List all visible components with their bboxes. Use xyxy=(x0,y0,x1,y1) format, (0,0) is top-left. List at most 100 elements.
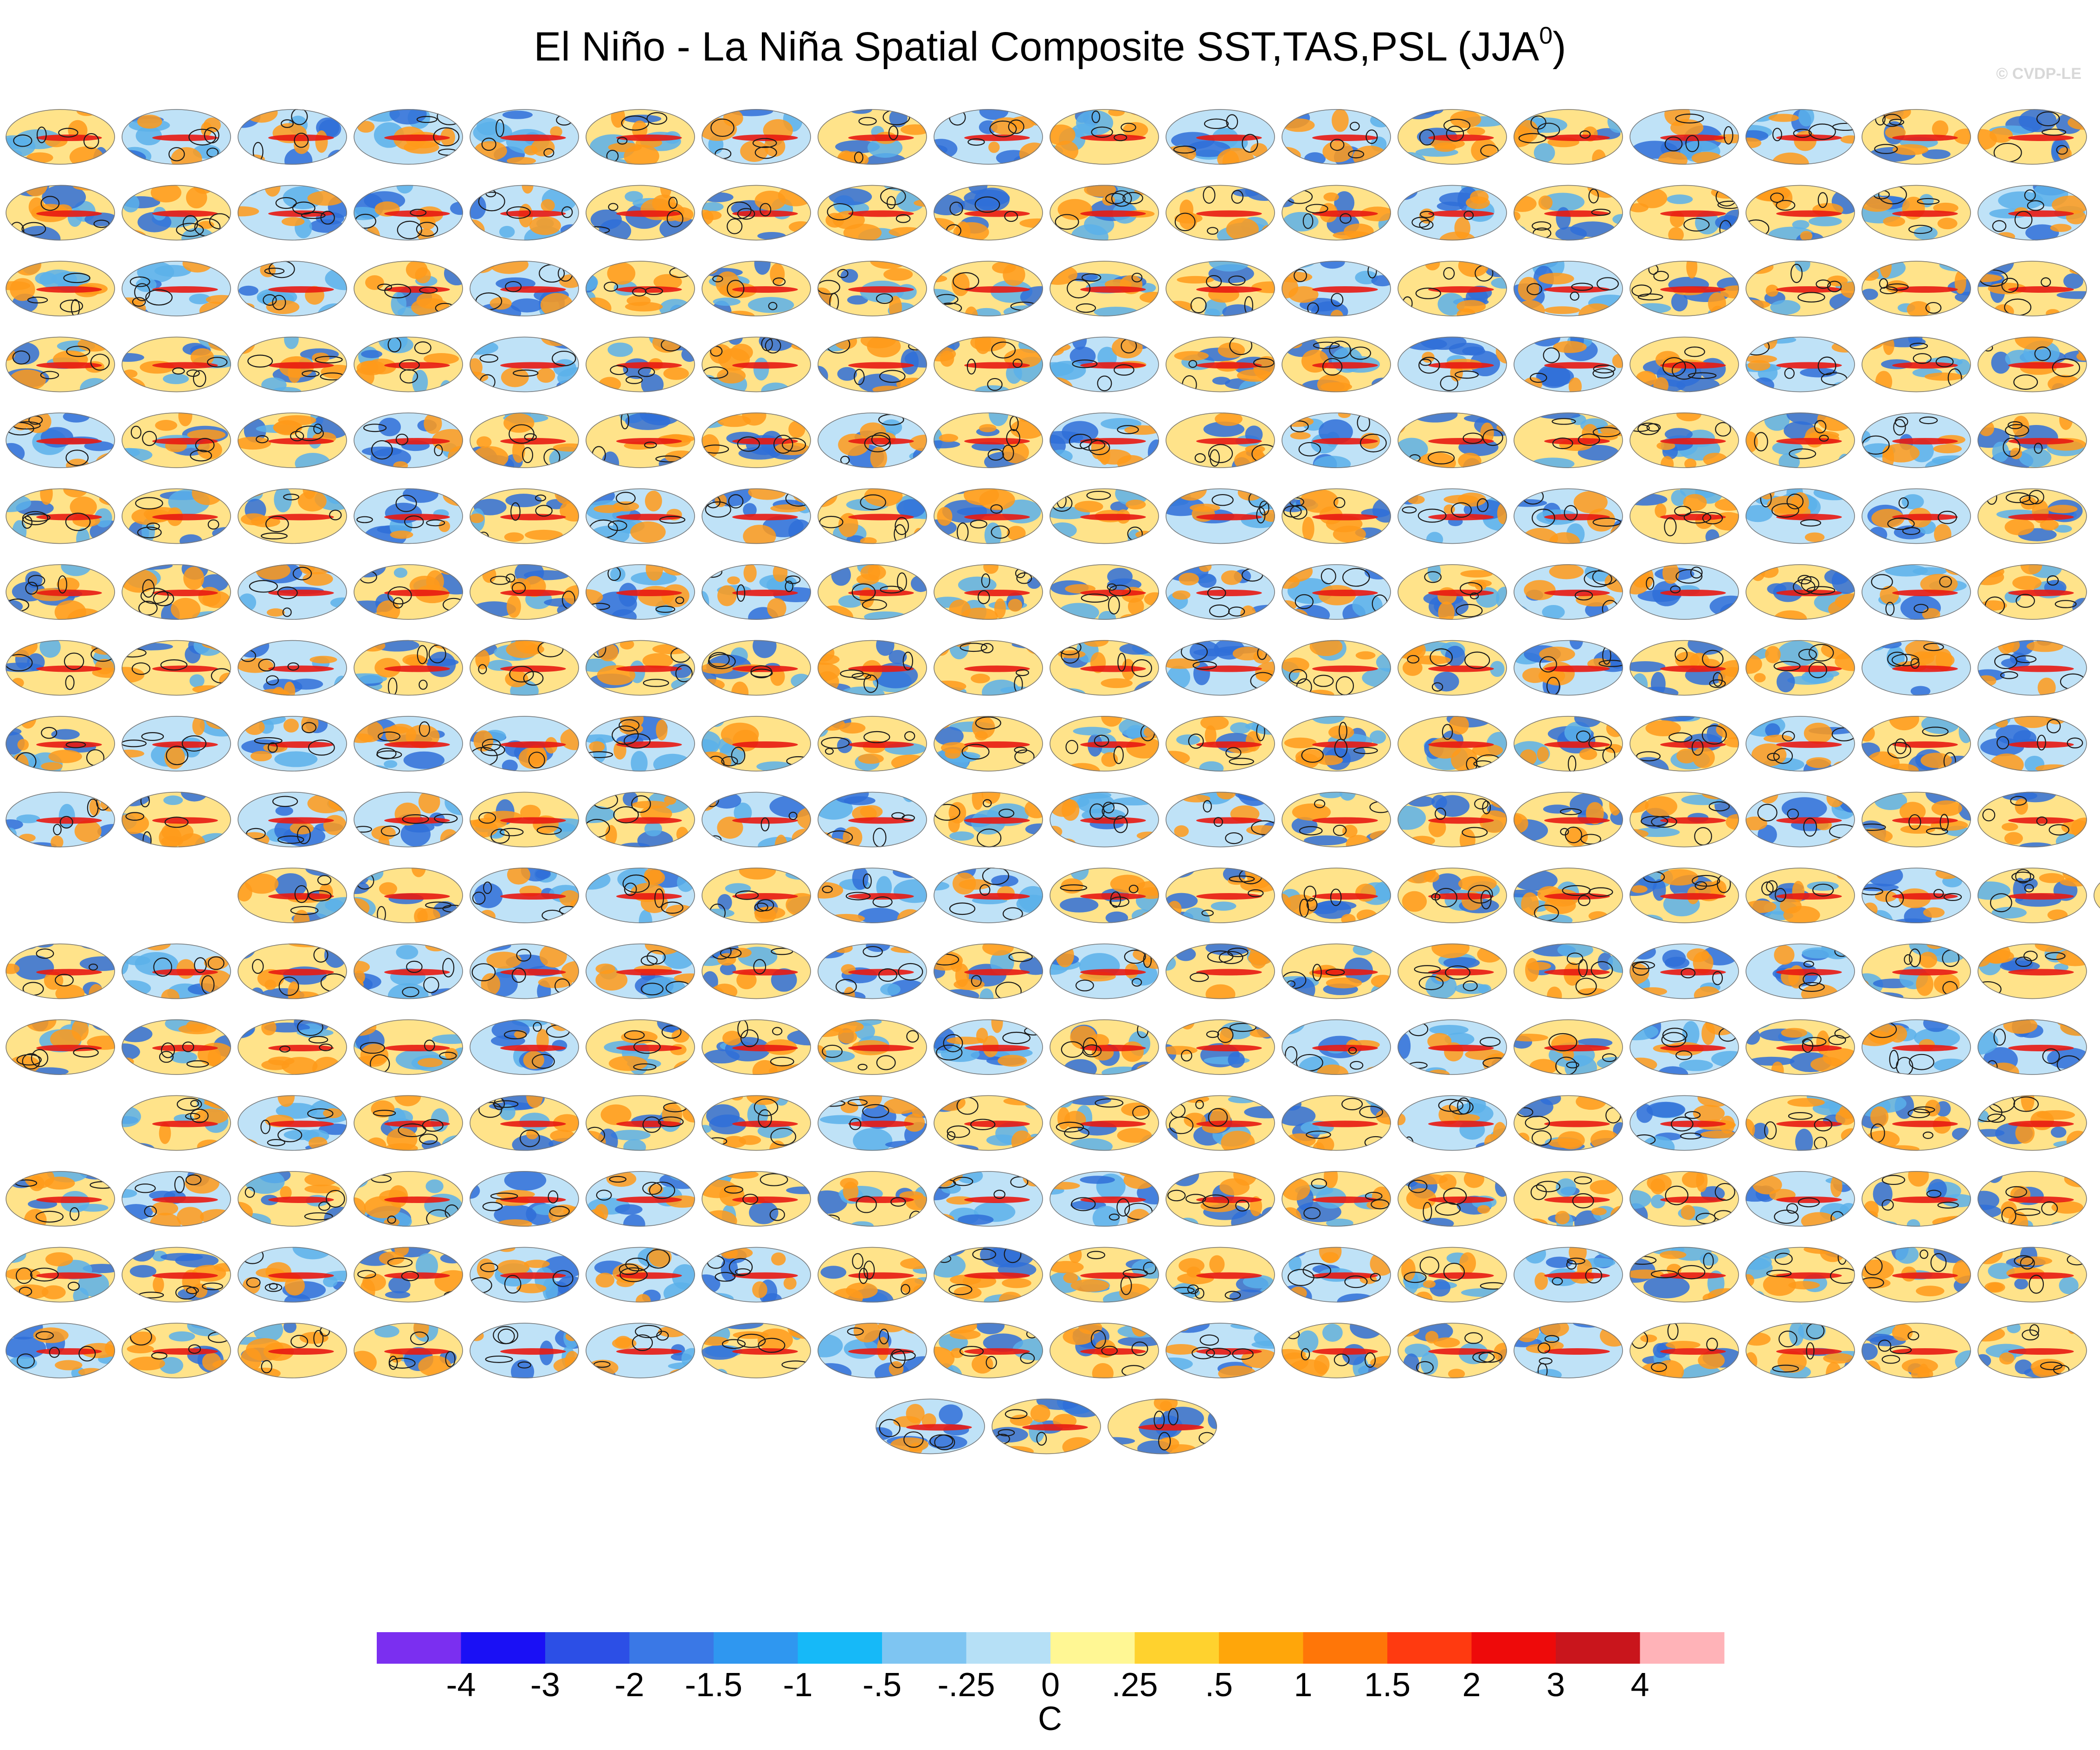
map-panel xyxy=(354,1171,463,1227)
map-outline xyxy=(470,412,579,468)
map-panel xyxy=(122,1323,231,1378)
map-outline xyxy=(702,564,811,620)
map-outline xyxy=(1630,488,1739,544)
map-outline xyxy=(122,1323,231,1378)
map-outline xyxy=(1050,1095,1159,1151)
map-panel xyxy=(1398,109,1507,165)
map-outline xyxy=(1050,716,1159,772)
map-outline xyxy=(586,868,695,923)
map-panel xyxy=(1514,716,1623,772)
map-panel xyxy=(1978,336,2087,392)
map-panel xyxy=(470,1019,579,1075)
map-panel xyxy=(354,1019,463,1075)
map-outline xyxy=(122,564,231,620)
map-outline xyxy=(1166,1171,1275,1227)
map-outline xyxy=(470,1019,579,1075)
map-outline xyxy=(934,488,1043,544)
map-outline xyxy=(1862,1247,1971,1303)
map-outline xyxy=(6,1247,115,1303)
map-panel xyxy=(354,716,463,772)
map-outline xyxy=(6,716,115,772)
map-outline xyxy=(1978,1247,2087,1303)
map-panel xyxy=(1746,261,1855,316)
map-outline xyxy=(470,1171,579,1227)
map-outline xyxy=(702,868,811,923)
map-outline xyxy=(354,185,463,241)
map-outline xyxy=(1746,868,1855,923)
map-panel xyxy=(1746,412,1855,468)
map-outline xyxy=(1514,336,1623,392)
colorbar-swatch xyxy=(1556,1632,1640,1664)
map-panel xyxy=(1978,1323,2087,1378)
map-panel xyxy=(1746,868,1855,923)
map-panel xyxy=(238,791,347,848)
map-outline xyxy=(470,261,579,316)
map-panel xyxy=(702,336,811,392)
map-outline xyxy=(1282,412,1391,468)
colorbar-swatch xyxy=(966,1632,1051,1664)
map-outline xyxy=(1630,1171,1739,1227)
map-panel xyxy=(238,336,347,392)
map-panel xyxy=(1862,185,1971,241)
map-panel xyxy=(1862,1019,1971,1075)
map-outline xyxy=(1282,336,1391,392)
map-outline xyxy=(238,488,347,544)
map-outline xyxy=(470,109,579,165)
map-panel xyxy=(1978,564,2087,620)
map-outline xyxy=(702,1019,811,1075)
colorbar-tick-label: 1.5 xyxy=(1364,1666,1411,1704)
map-outline xyxy=(1398,943,1507,999)
map-panel xyxy=(1514,640,1623,696)
map-outline xyxy=(1398,1019,1507,1075)
map-outline xyxy=(122,1019,231,1075)
map-outline xyxy=(934,1171,1043,1227)
map-outline xyxy=(6,185,115,241)
colorbar-swatch xyxy=(882,1632,966,1664)
map-outline xyxy=(934,185,1043,241)
map-panel xyxy=(122,1019,231,1075)
map-outline xyxy=(238,1323,347,1378)
map-panel xyxy=(238,185,347,241)
map-outline xyxy=(818,564,927,620)
map-outline xyxy=(1166,109,1275,165)
map-outline xyxy=(6,564,115,620)
map-outline xyxy=(238,791,347,848)
map-outline xyxy=(1282,1019,1391,1075)
map-panel xyxy=(470,261,579,316)
map-panel xyxy=(1862,640,1971,696)
map-outline xyxy=(702,943,811,999)
map-outline xyxy=(586,1019,695,1075)
map-outline xyxy=(1398,791,1507,848)
colorbar-tick-label: -3 xyxy=(530,1666,560,1704)
map-outline xyxy=(1108,1398,1217,1454)
colorbar-swatch xyxy=(461,1632,546,1664)
map-panel xyxy=(1282,1171,1391,1227)
map-outline xyxy=(6,1019,115,1075)
map-outline xyxy=(354,791,463,848)
map-outline xyxy=(586,185,695,241)
map-outline xyxy=(470,791,579,848)
map-panel xyxy=(702,868,811,923)
map-outline xyxy=(818,488,927,544)
map-panel xyxy=(1514,336,1623,392)
map-outline xyxy=(702,1247,811,1303)
map-outline xyxy=(1746,488,1855,544)
map-outline xyxy=(470,1095,579,1151)
colorbar-tick-label: 2 xyxy=(1462,1666,1481,1704)
map-outline xyxy=(1746,791,1855,848)
map-outline xyxy=(1746,1019,1855,1075)
map-outline xyxy=(122,640,231,696)
map-outline xyxy=(1398,640,1507,696)
map-outline xyxy=(122,791,231,848)
colorbar-tick-label: 1 xyxy=(1294,1666,1313,1704)
map-outline xyxy=(702,336,811,392)
map-outline xyxy=(1862,185,1971,241)
map-outline xyxy=(1630,412,1739,468)
map-panel xyxy=(1630,1019,1739,1075)
map-outline xyxy=(354,943,463,999)
map-outline xyxy=(6,1171,115,1227)
map-outline xyxy=(354,1095,463,1151)
map-panel xyxy=(1514,412,1623,468)
map-panel xyxy=(702,564,811,620)
map-outline xyxy=(238,564,347,620)
